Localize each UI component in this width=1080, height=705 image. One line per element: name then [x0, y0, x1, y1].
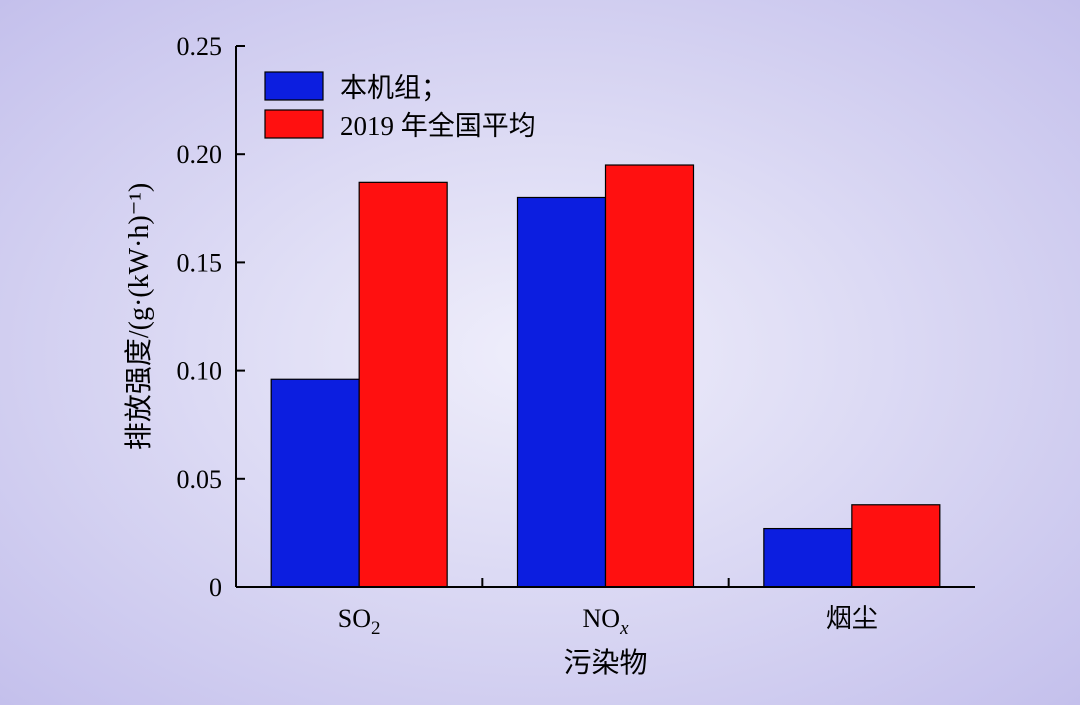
legend-label: 2019 年全国平均: [340, 111, 536, 141]
axes-group: [235, 46, 975, 588]
y-tick-label: 0.25: [177, 32, 223, 61]
bars-group: [270, 164, 941, 588]
x-tick-label: 烟尘: [826, 604, 878, 633]
bar-unit: [270, 378, 360, 588]
y-tick-label: 0: [209, 573, 222, 602]
bar-national-average: [358, 181, 448, 588]
y-ticks-group: 0 0.05 0.10 0.15 0.20 0.25: [177, 32, 245, 602]
legend-label: 本机组；: [340, 73, 448, 103]
y-tick-label: 0.05: [177, 465, 223, 494]
legend-swatch: [264, 71, 324, 101]
y-tick-label: 0.10: [177, 357, 223, 386]
y-tick-label: 0.15: [177, 248, 223, 277]
y-tick-label: 0.20: [177, 140, 223, 169]
y-axis-title: 排放强度/(g·(kW·h)⁻¹): [123, 183, 155, 450]
legend: 本机组； 2019 年全国平均: [264, 71, 536, 141]
bar-national-average: [851, 504, 941, 588]
bar-unit: [516, 196, 607, 588]
x-tick-label: NOx: [583, 604, 630, 639]
x-axis-title: 污染物: [563, 647, 647, 679]
bar-national-average: [604, 164, 695, 588]
x-tick-label: SO2: [338, 604, 381, 639]
x-ticks-group: SO2 NOx 烟尘: [338, 578, 878, 639]
legend-swatch: [264, 109, 324, 139]
bar-unit: [763, 527, 853, 588]
